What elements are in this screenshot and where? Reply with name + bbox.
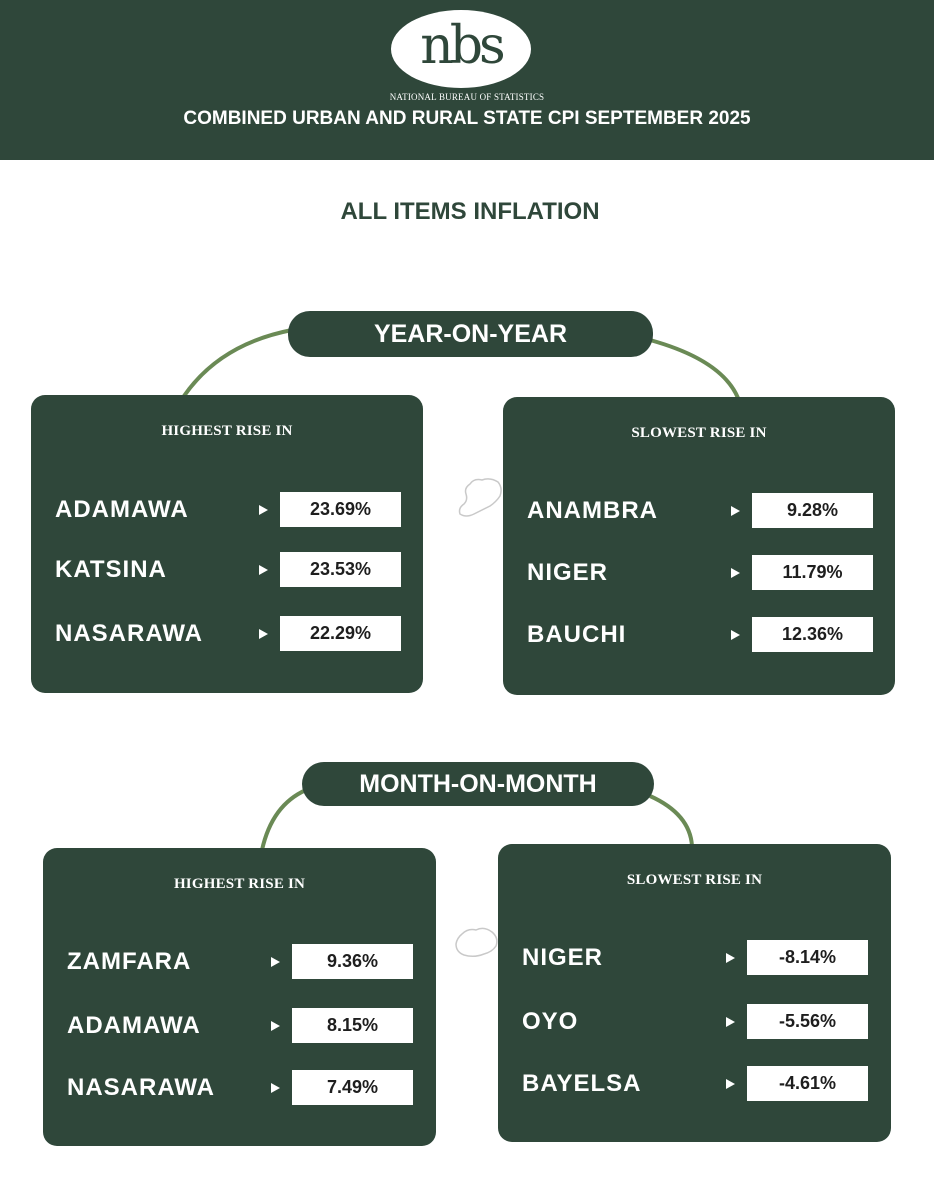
state-name: OYO <box>522 1008 579 1035</box>
inflation-value: 7.49% <box>292 1070 413 1105</box>
inflation-value: -5.56% <box>747 1004 868 1039</box>
arrow-right-icon <box>271 1021 280 1031</box>
state-name: BAYELSA <box>522 1070 642 1097</box>
month-on-month-label: MONTH-ON-MONTH <box>302 762 654 806</box>
card-heading: SLOWEST RISE IN <box>626 872 763 888</box>
list-item: NASARAWA 7.49% <box>43 1070 436 1106</box>
state-name: ANAMBRA <box>527 497 658 524</box>
list-item: BAUCHI 12.36% <box>503 617 895 653</box>
list-item: ADAMAWA 23.69% <box>31 492 423 528</box>
arrow-right-icon <box>259 505 268 515</box>
card-heading: HIGHEST RISE IN <box>161 423 293 439</box>
state-name: ADAMAWA <box>67 1012 201 1039</box>
arrow-right-icon <box>731 568 740 578</box>
state-name: NASARAWA <box>67 1074 216 1101</box>
mom-highest-card: HIGHEST RISE IN ZAMFARA 9.36% ADAMAWA 8.… <box>43 848 436 1146</box>
nigeria-map-icon <box>458 478 502 517</box>
inflation-value: 9.36% <box>292 944 413 979</box>
inflation-value: -4.61% <box>747 1066 868 1101</box>
arrow-right-icon <box>271 957 280 967</box>
arrow-right-icon <box>259 629 268 639</box>
section-title: ALL ITEMS INFLATION <box>340 198 600 225</box>
card-heading: HIGHEST RISE IN <box>173 876 306 892</box>
nbs-logo: nbs <box>391 10 531 88</box>
mom-slowest-card: SLOWEST RISE IN NIGER -8.14% OYO -5.56% … <box>498 844 891 1142</box>
inflation-value: 9.28% <box>752 493 873 528</box>
inflation-value: 12.36% <box>752 617 873 652</box>
list-item: NASARAWA 22.29% <box>31 616 423 652</box>
arrow-right-icon <box>731 630 740 640</box>
state-name: NIGER <box>527 559 609 586</box>
yoy-left-arc <box>182 328 293 398</box>
arrow-right-icon <box>726 1017 735 1027</box>
report-title: COMBINED URBAN AND RURAL STATE CPI SEPTE… <box>183 108 751 129</box>
state-name: NIGER <box>522 944 604 971</box>
list-item: ZAMFARA 9.36% <box>43 944 436 980</box>
inflation-value: -8.14% <box>747 940 868 975</box>
header-banner: nbs NATIONAL BUREAU OF STATISTICS COMBIN… <box>0 0 934 160</box>
list-item: BAYELSA -4.61% <box>498 1066 891 1102</box>
card-heading: SLOWEST RISE IN <box>631 425 767 441</box>
arrow-right-icon <box>259 565 268 575</box>
mom-left-arc <box>260 788 307 851</box>
yoy-right-arc <box>649 338 740 399</box>
list-item: ANAMBRA 9.28% <box>503 493 895 529</box>
state-name: KATSINA <box>55 556 167 583</box>
inflation-value: 11.79% <box>752 555 873 590</box>
list-item: ADAMAWA 8.15% <box>43 1008 436 1044</box>
arrow-right-icon <box>726 1079 735 1089</box>
inflation-value: 22.29% <box>280 616 401 651</box>
arrow-right-icon <box>271 1083 280 1093</box>
inflation-value: 23.53% <box>280 552 401 587</box>
mom-right-arc <box>649 794 694 847</box>
nigeria-map-icon <box>455 927 498 958</box>
arrow-right-icon <box>731 506 740 516</box>
state-name: ZAMFARA <box>67 948 192 975</box>
state-name: NASARAWA <box>55 620 204 647</box>
list-item: KATSINA 23.53% <box>31 552 423 588</box>
logo-text: nbs <box>420 16 505 76</box>
state-name: BAUCHI <box>527 621 627 648</box>
list-item: NIGER -8.14% <box>498 940 891 976</box>
list-item: NIGER 11.79% <box>503 555 895 591</box>
list-item: OYO -5.56% <box>498 1004 891 1040</box>
state-name: ADAMAWA <box>55 496 189 523</box>
org-name: NATIONAL BUREAU OF STATISTICS <box>389 92 545 102</box>
yoy-slowest-card: SLOWEST RISE IN ANAMBRA 9.28% NIGER 11.7… <box>503 397 895 695</box>
year-on-year-label: YEAR-ON-YEAR <box>288 311 653 357</box>
inflation-value: 23.69% <box>280 492 401 527</box>
arrow-right-icon <box>726 953 735 963</box>
yoy-highest-card: HIGHEST RISE IN ADAMAWA 23.69% KATSINA 2… <box>31 395 423 693</box>
inflation-value: 8.15% <box>292 1008 413 1043</box>
